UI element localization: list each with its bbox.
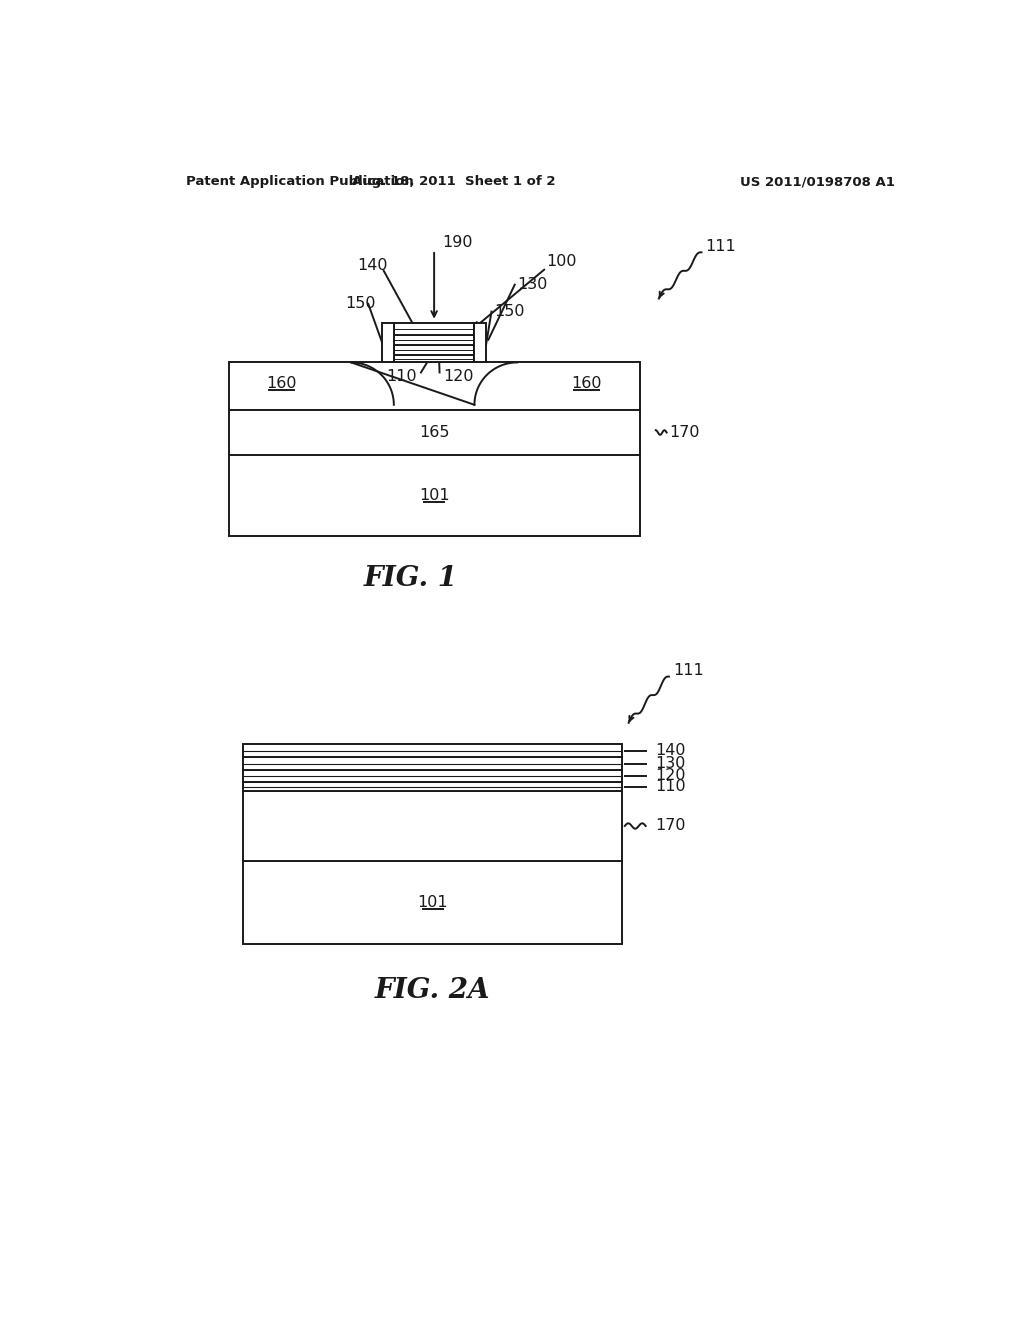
Text: 140: 140 [655,743,685,758]
Text: 130: 130 [655,756,685,771]
Text: 165: 165 [419,425,450,440]
Text: 170: 170 [669,425,699,440]
Text: 120: 120 [443,368,474,384]
Text: FIG. 1: FIG. 1 [364,565,458,591]
Text: 110: 110 [386,368,417,384]
Bar [243,758,623,770]
Text: 101: 101 [417,895,447,909]
Text: 150: 150 [345,297,376,312]
Text: 160: 160 [266,376,297,391]
Text: 150: 150 [494,304,524,319]
Text: 130: 130 [517,277,548,292]
Text: 170: 170 [655,818,685,833]
Bar [243,861,623,944]
Bar [394,345,474,355]
Bar [243,770,623,781]
Text: 140: 140 [357,257,387,273]
Text: Patent Application Publication: Patent Application Publication [186,176,414,187]
Text: 101: 101 [419,488,450,503]
Bar [394,355,474,363]
Text: 100: 100 [547,253,577,269]
Text: FIG. 2A: FIG. 2A [375,977,490,1003]
Bar [243,743,623,758]
Bar [394,323,474,335]
Text: 111: 111 [673,663,703,678]
Text: 110: 110 [655,779,686,795]
Bar [474,323,486,363]
Text: Aug. 18, 2011  Sheet 1 of 2: Aug. 18, 2011 Sheet 1 of 2 [352,176,555,187]
Text: 190: 190 [442,235,473,249]
Text: 111: 111 [706,239,736,253]
Bar [394,335,474,345]
Bar [382,323,394,363]
Bar [243,781,623,792]
Bar [243,792,623,861]
Text: 160: 160 [571,376,602,391]
Text: US 2011/0198708 A1: US 2011/0198708 A1 [740,176,895,187]
Bar [228,363,640,536]
Text: 120: 120 [655,768,685,784]
